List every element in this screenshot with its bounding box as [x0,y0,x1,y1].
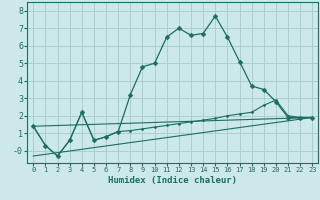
X-axis label: Humidex (Indice chaleur): Humidex (Indice chaleur) [108,176,237,185]
